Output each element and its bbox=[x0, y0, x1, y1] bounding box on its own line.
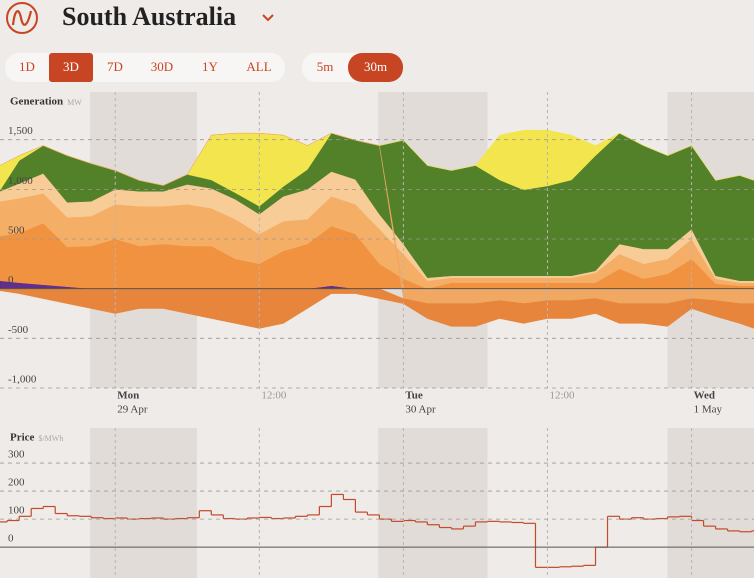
x-tick-label: 29 Apr bbox=[117, 404, 148, 416]
night-band bbox=[90, 428, 197, 578]
x-tick-label: 12:00 bbox=[549, 390, 575, 402]
range-pill bbox=[5, 53, 285, 82]
button-label[interactable]: 5m bbox=[317, 59, 334, 74]
y-tick-label: 100 bbox=[8, 505, 25, 517]
x-tick-label: Tue bbox=[405, 390, 422, 402]
night-band bbox=[378, 428, 488, 578]
button-label[interactable]: 30m bbox=[364, 59, 387, 74]
y-tick-label: 300 bbox=[8, 449, 25, 461]
y-tick-label: 200 bbox=[8, 477, 25, 489]
y-tick-label: 1,500 bbox=[8, 125, 33, 137]
button-active-bg[interactable] bbox=[49, 53, 93, 82]
region-chevron[interactable] bbox=[262, 14, 274, 22]
chart-title: Generation bbox=[10, 96, 63, 108]
y-tick-label: -500 bbox=[8, 324, 29, 336]
button-active-bg[interactable] bbox=[348, 53, 403, 82]
y-tick-label: 0 bbox=[8, 533, 14, 545]
button-label[interactable]: 7D bbox=[107, 59, 123, 74]
chart-unit: MW bbox=[67, 98, 82, 107]
button-label[interactable]: 1D bbox=[19, 59, 35, 74]
y-tick-label: 500 bbox=[8, 225, 25, 237]
night-band bbox=[667, 428, 754, 578]
button-label[interactable]: ALL bbox=[246, 59, 271, 74]
button-label[interactable]: 30D bbox=[151, 59, 173, 74]
y-tick-label: -1,000 bbox=[8, 374, 37, 386]
logo-ring[interactable] bbox=[6, 2, 38, 34]
x-tick-label: Mon bbox=[117, 390, 139, 402]
stacked-area bbox=[0, 132, 754, 304]
button-label[interactable]: 3D bbox=[63, 59, 79, 74]
x-tick-label: 12:00 bbox=[261, 390, 287, 402]
button-label[interactable]: 1Y bbox=[202, 59, 219, 74]
x-tick-label: 1 May bbox=[694, 404, 723, 416]
y-tick-label: 1,000 bbox=[8, 175, 33, 187]
x-tick-label: Wed bbox=[694, 390, 715, 402]
logo-wave[interactable] bbox=[11, 10, 33, 26]
chart-title: Price bbox=[10, 432, 35, 444]
y-tick-label: 0 bbox=[8, 274, 14, 286]
x-tick-label: 30 Apr bbox=[405, 404, 436, 416]
region-title[interactable]: South Australia bbox=[62, 2, 236, 31]
logo[interactable] bbox=[6, 2, 38, 34]
chart-unit: $/MWh bbox=[38, 434, 63, 443]
